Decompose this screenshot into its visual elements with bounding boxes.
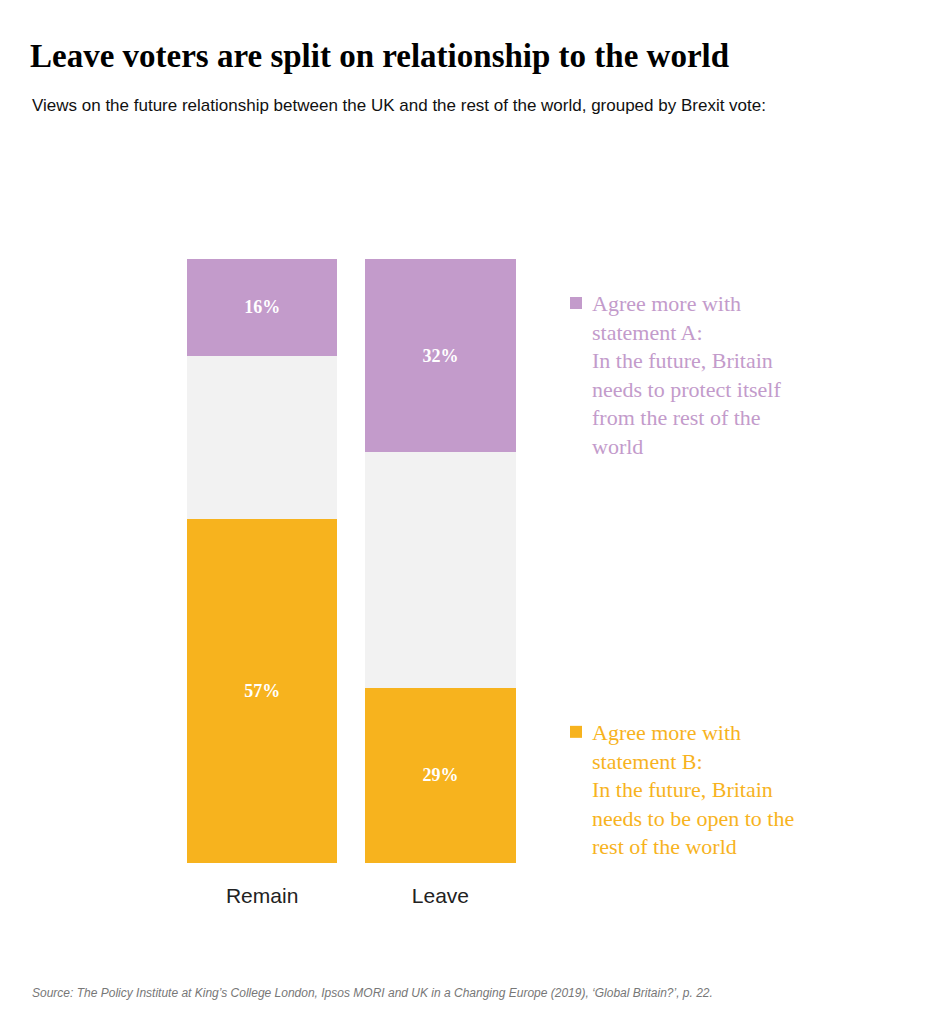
svg-text:16%: 16%	[244, 297, 280, 317]
svg-text:Source: The Policy Institute a: Source: The Policy Institute at King’s C…	[32, 986, 713, 1000]
svg-text:57%: 57%	[244, 681, 280, 701]
svg-text:Agree more withstatement B:In: Agree more withstatement B:In the future…	[592, 720, 794, 859]
svg-text:29%: 29%	[422, 765, 458, 785]
svg-text:32%: 32%	[422, 346, 458, 366]
svg-text:Views on the future relationsh: Views on the future relationship between…	[32, 96, 766, 115]
svg-text:Leave: Leave	[412, 884, 469, 907]
svg-text:Remain: Remain	[226, 884, 298, 907]
svg-text:Agree more withstatement A:In: Agree more withstatement A:In the future…	[592, 291, 781, 459]
svg-text:Leave voters are split on rela: Leave voters are split on relationship t…	[30, 38, 729, 74]
